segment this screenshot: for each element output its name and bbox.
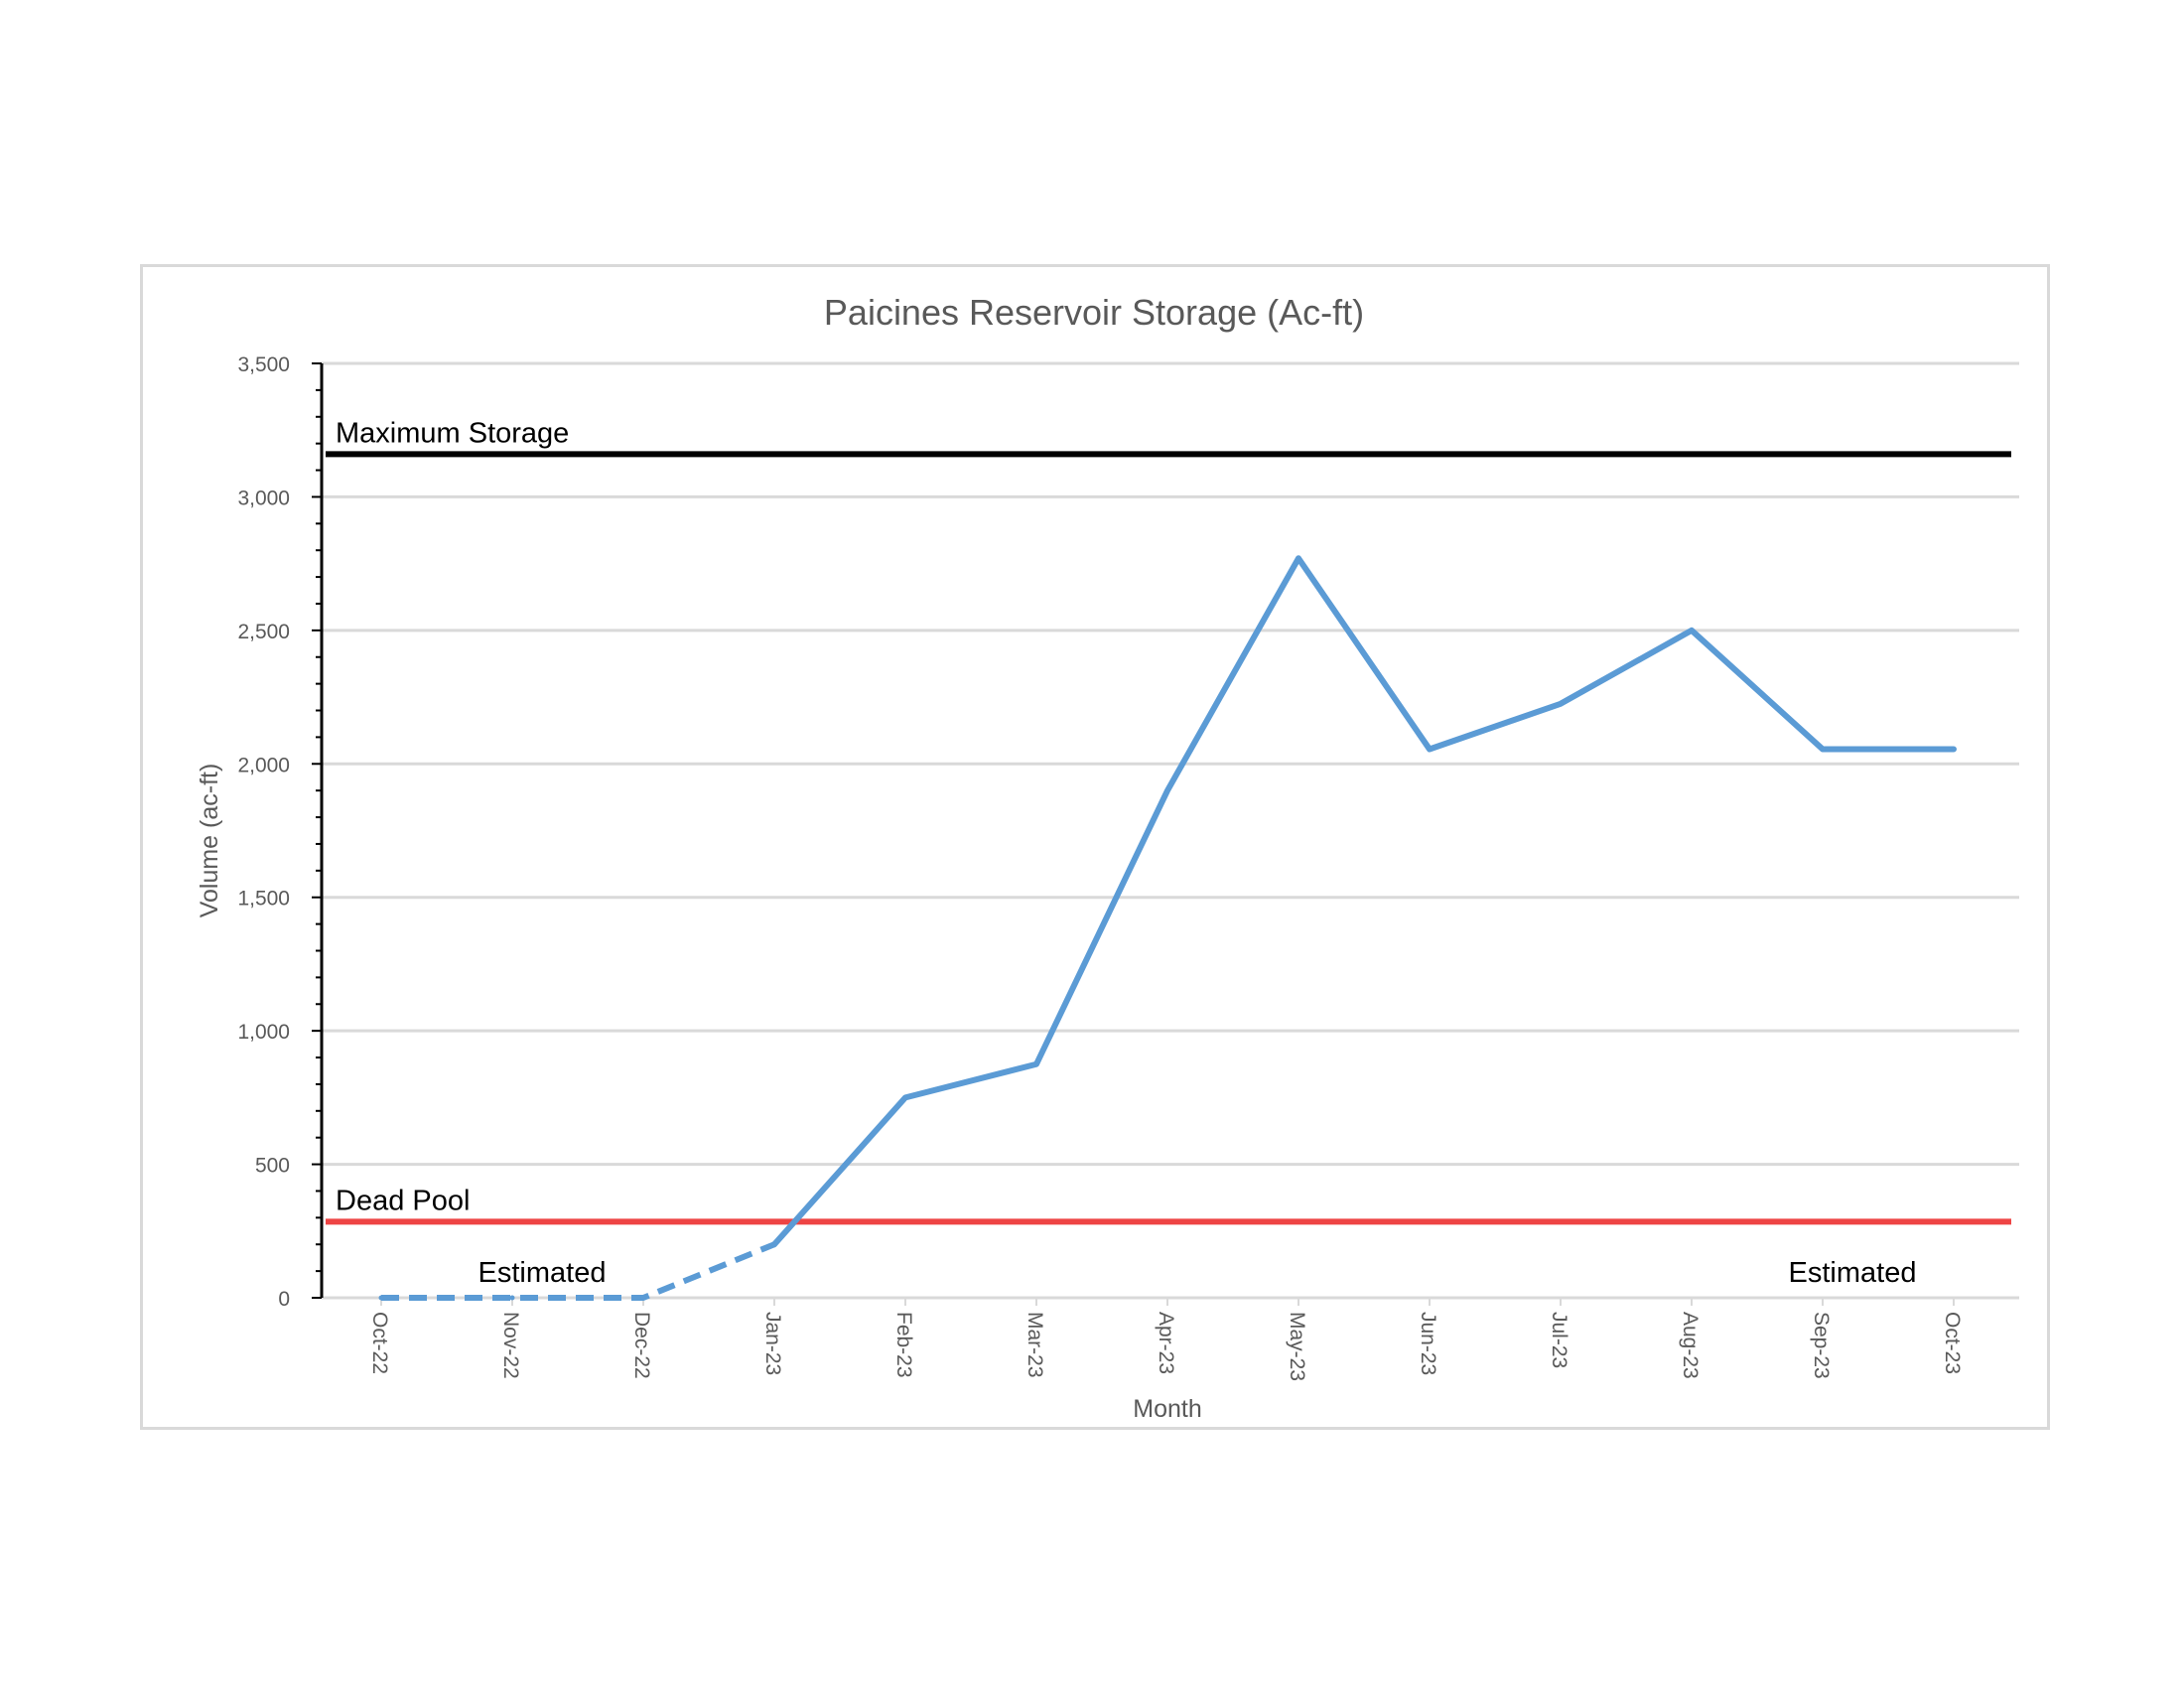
data-point	[1296, 555, 1301, 561]
y-tick-label: 2,000	[237, 754, 290, 776]
data-point	[1164, 787, 1170, 793]
x-tick-label: Jun-23	[1417, 1312, 1439, 1375]
reference-lines	[326, 451, 2011, 1225]
storage-chart: Paicines Reservoir Storage (Ac-ft) 0 500 1…	[196, 292, 2019, 1423]
data-point	[1820, 746, 1826, 752]
data-point	[1689, 628, 1695, 633]
data-point	[378, 1295, 384, 1301]
gridlines	[322, 361, 2019, 1167]
y-tick-label: 500	[255, 1155, 290, 1178]
estimated-annotation: Estimated	[478, 1257, 607, 1289]
x-tick-label: May-23	[1286, 1312, 1308, 1381]
data-point	[1033, 1061, 1039, 1067]
reference-line-label: Dead Pool	[336, 1185, 470, 1216]
reference-line-label: Maximum Storage	[336, 417, 569, 449]
x-axis-label: Month	[1133, 1395, 1201, 1423]
x-tick-label: Mar-23	[1024, 1312, 1046, 1378]
y-tick-label: 3,500	[237, 353, 290, 376]
x-tick-label: Oct-22	[368, 1312, 391, 1374]
data-point	[1427, 746, 1433, 752]
data-point	[771, 1241, 777, 1247]
estimated-annotation: Estimated	[1789, 1257, 1917, 1289]
x-tick-label: Apr-23	[1155, 1312, 1177, 1374]
axes: 0 500 1,000 1,500 2,000 2,500 3,000 3,500 Oct-22…	[237, 353, 2019, 1381]
annotations: Maximum Storage Dead Pool Estimated Estimat…	[336, 417, 1916, 1289]
data-point	[1558, 701, 1564, 707]
x-tick-label: Oct-23	[1941, 1312, 1964, 1374]
x-tick-label: Jan-23	[761, 1312, 784, 1375]
data-point	[1951, 746, 1957, 752]
x-tick-label: Jul-23	[1548, 1312, 1570, 1368]
series-line	[771, 555, 1957, 1248]
series-layer	[378, 555, 1957, 1301]
data-point	[509, 1295, 515, 1301]
data-point	[902, 1094, 908, 1100]
y-axis-label: Volume (ac-ft)	[196, 764, 223, 918]
series-line-estimated	[381, 1241, 776, 1301]
x-tick-label: Dec-22	[630, 1312, 653, 1379]
y-tick-label: 2,500	[237, 621, 290, 643]
y-tick-label: 3,000	[237, 487, 290, 509]
x-tick-label: Feb-23	[892, 1312, 915, 1378]
data-point	[640, 1295, 646, 1301]
x-tick-label: Aug-23	[1679, 1312, 1702, 1379]
chart-title: Paicines Reservoir Storage (Ac-ft)	[824, 292, 1364, 333]
chart-frame: Paicines Reservoir Storage (Ac-ft) 0 500 1…	[140, 264, 2050, 1430]
y-tick-label: 0	[278, 1288, 290, 1311]
x-tick-label: Nov-22	[499, 1312, 522, 1379]
x-tick-label: Sep-23	[1810, 1312, 1833, 1379]
y-tick-label: 1,500	[237, 888, 290, 911]
y-tick-label: 1,000	[237, 1021, 290, 1044]
